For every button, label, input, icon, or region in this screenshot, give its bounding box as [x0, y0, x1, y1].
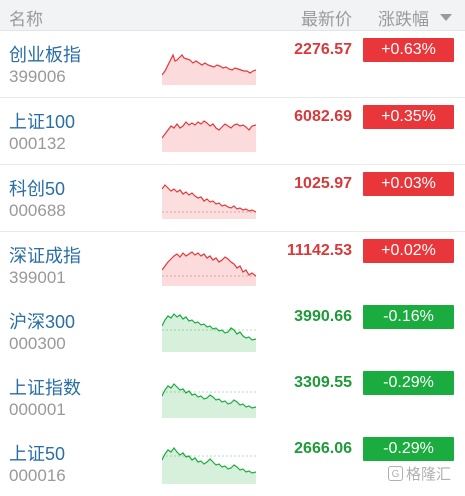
index-name: 上证50 — [9, 444, 66, 464]
index-row[interactable]: 沪深300 000300 3990.66 -0.16% — [0, 298, 465, 365]
change-badge: +0.03% — [363, 172, 454, 196]
index-code: 399006 — [9, 67, 66, 86]
intraday-sparkline — [162, 53, 256, 85]
intraday-sparkline — [162, 120, 256, 152]
change-badge: +0.35% — [363, 105, 454, 129]
change-badge: -0.29% — [363, 437, 454, 461]
intraday-sparkline — [162, 383, 256, 418]
latest-price: 6082.69 — [294, 108, 352, 125]
column-header-change[interactable]: 涨跌幅 — [378, 10, 429, 29]
index-row[interactable]: 创业板指 399006 2276.57 +0.63% — [0, 31, 465, 98]
index-name: 上证指数 — [9, 378, 81, 398]
index-row[interactable]: 科创50 000688 1025.97 +0.03% — [0, 165, 465, 232]
change-badge: +0.02% — [363, 239, 454, 263]
latest-price: 3990.66 — [294, 308, 352, 325]
latest-price: 2666.06 — [294, 440, 352, 457]
index-row[interactable]: 上证指数 000001 3309.55 -0.29% — [0, 364, 465, 431]
index-code: 000016 — [9, 466, 66, 485]
latest-price: 11142.53 — [287, 242, 352, 259]
index-name: 科创50 — [9, 179, 66, 199]
index-code: 399001 — [9, 268, 66, 287]
intraday-sparkline — [162, 447, 256, 484]
column-header-price[interactable]: 最新价 — [301, 10, 352, 29]
index-name: 深证成指 — [9, 246, 81, 266]
change-badge: -0.16% — [363, 305, 454, 329]
index-code: 000132 — [9, 134, 66, 153]
index-row[interactable]: 深证成指 399001 11142.53 +0.02% — [0, 232, 465, 299]
sort-desc-icon[interactable] — [440, 14, 452, 21]
intraday-sparkline — [162, 251, 256, 286]
index-name: 沪深300 — [9, 312, 76, 332]
column-header-name: 名称 — [9, 10, 43, 29]
list-header: 名称 最新价 涨跌幅 — [0, 0, 465, 31]
watermark: G 格隆汇 — [388, 463, 451, 484]
index-code: 000300 — [9, 334, 66, 353]
index-row[interactable]: 上证100 000132 6082.69 +0.35% — [0, 98, 465, 165]
change-badge: +0.63% — [363, 38, 454, 62]
g-logo-icon: G — [388, 466, 403, 481]
index-name: 上证100 — [9, 112, 76, 132]
watermark-text: 格隆汇 — [406, 466, 452, 483]
index-row[interactable]: 上证50 000016 2666.06 -0.29% — [0, 430, 465, 496]
intraday-sparkline — [162, 313, 256, 352]
latest-price: 3309.55 — [294, 374, 352, 391]
change-badge: -0.29% — [363, 371, 454, 395]
intraday-sparkline — [162, 184, 256, 219]
latest-price: 1025.97 — [294, 175, 352, 192]
latest-price: 2276.57 — [294, 41, 352, 58]
index-code: 000688 — [9, 201, 66, 220]
index-code: 000001 — [9, 400, 66, 419]
index-name: 创业板指 — [9, 45, 81, 65]
